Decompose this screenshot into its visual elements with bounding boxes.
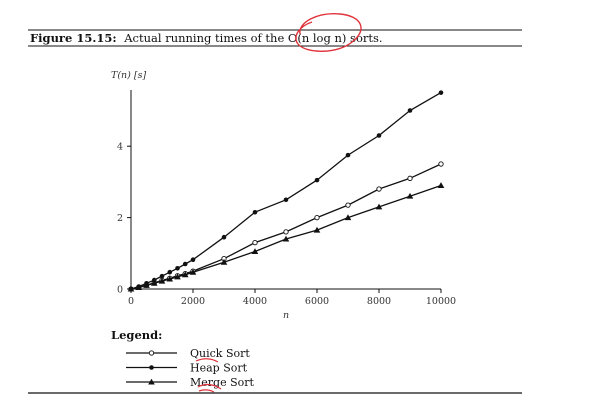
heap-sort-point: [182, 261, 188, 267]
quick-sort-point: [407, 175, 413, 181]
quick-sort-point: [438, 161, 444, 167]
quick-sort-point: [376, 186, 382, 192]
heap-sort-point: [190, 257, 196, 263]
red-circle-annotation: [295, 13, 362, 52]
red-underline-quick: [195, 358, 219, 363]
heap-sort-point: [407, 108, 413, 113]
merge-sort-point: [344, 214, 352, 221]
quick-sort-point: [314, 214, 320, 221]
x-tick-label: 6000: [305, 296, 329, 307]
heap-sort-line: [130, 92, 442, 290]
legend-merge-sort-label: Merge Sort: [190, 376, 254, 389]
caption-text: Actual running times of the O(n log n) s…: [123, 31, 382, 45]
merge-sort-point: [437, 182, 445, 188]
merge-sort-point: [251, 248, 259, 254]
heap-sort-point: [376, 133, 382, 138]
x-tick-label: 0: [128, 296, 134, 307]
caption: Figure 15.15: Actual running times of th…: [30, 31, 383, 45]
x-tick-label: 4000: [243, 296, 267, 307]
heap-sort-point: [252, 209, 258, 215]
merge-sort-point: [313, 226, 321, 233]
heap-sort-point: [221, 234, 227, 240]
x-axis-label: n: [283, 310, 289, 321]
heap-sort-point: [283, 197, 289, 203]
merge-sort-point: [174, 273, 181, 280]
y-tick-label: 2: [117, 213, 123, 224]
merge-sort-point: [406, 192, 414, 199]
merge-sort-point: [143, 282, 150, 288]
quick-sort-point: [345, 202, 351, 208]
caption-label: Figure 15.15:: [30, 31, 117, 45]
red-underline-merge: [197, 383, 222, 393]
heap-sort-point: [159, 273, 165, 279]
legend-merge-sort-marker: [148, 378, 155, 385]
heap-sort-point: [314, 177, 320, 183]
heap-sort-point: [175, 265, 180, 271]
merge-sort-point: [135, 284, 143, 291]
merge-sort-point: [181, 271, 189, 278]
merge-sort-point: [158, 277, 166, 284]
legend-title: Legend:: [111, 328, 162, 342]
merge-sort-point: [282, 235, 290, 242]
x-tick-label: 10000: [426, 296, 456, 307]
quick-sort-point: [283, 229, 289, 235]
legend-quick-sort-marker: [148, 350, 155, 356]
merge-sort-point: [150, 279, 158, 286]
y-axis-label: T(n) [s]: [111, 70, 146, 81]
heap-sort-point: [438, 90, 444, 95]
heap-sort-point: [167, 269, 173, 275]
legend-heap-sort-marker: [149, 365, 154, 370]
quick-sort-point: [252, 239, 258, 246]
x-tick-label: 8000: [367, 296, 391, 307]
merge-sort-point: [166, 275, 174, 282]
merge-sort-point: [127, 285, 135, 292]
merge-sort-point: [220, 258, 228, 265]
merge-sort-point: [375, 203, 383, 210]
legend-heap-sort-label: Heap Sort: [190, 362, 248, 375]
x-tick-label: 2000: [181, 296, 205, 307]
y-tick-label: 0: [117, 285, 123, 296]
heap-sort-point: [345, 152, 351, 158]
legend-quick-sort-label: Quick Sort: [190, 347, 250, 360]
merge-sort-point: [189, 268, 197, 275]
y-tick-label: 4: [117, 142, 123, 153]
